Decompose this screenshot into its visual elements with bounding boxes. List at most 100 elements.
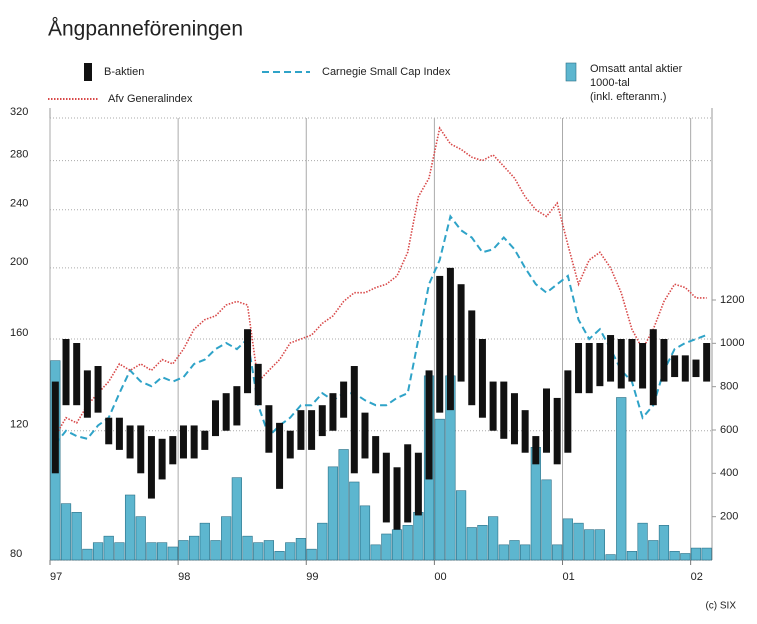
volume-bar <box>210 540 221 561</box>
price-range-bar <box>147 436 155 499</box>
volume-bar <box>413 512 424 561</box>
volume-bar <box>221 516 232 561</box>
price-range-bar <box>585 343 593 394</box>
volume-bar <box>135 516 146 561</box>
price-range-bar <box>308 410 316 450</box>
price-range-bar <box>660 339 668 382</box>
volume-bar <box>690 547 702 561</box>
price-range-bar <box>190 425 198 459</box>
price-range-bar <box>703 343 711 382</box>
volume-bar <box>573 522 584 561</box>
legend-label: (inkl. efteranm.) <box>590 91 666 103</box>
x-tick-label: 97 <box>50 571 62 583</box>
price-range-bar <box>105 417 113 445</box>
price-range-bar <box>436 275 444 413</box>
price-range-bar <box>222 393 230 431</box>
y2-tick-label: 1200 <box>720 294 744 306</box>
legend-swatch <box>84 63 92 81</box>
volume-bar <box>562 518 573 561</box>
volume-bar <box>359 505 371 561</box>
price-range-bar <box>276 422 284 489</box>
index-line <box>54 214 708 445</box>
price-range-bar <box>478 339 486 418</box>
volume-bar <box>637 522 648 561</box>
y2-tick-label: 600 <box>720 424 738 436</box>
price-range-bar <box>521 410 529 453</box>
volume-bar <box>541 479 552 561</box>
volume-bar <box>680 553 691 561</box>
price-range-bar <box>564 370 572 453</box>
volume-bar <box>455 490 467 561</box>
volume-bar <box>60 503 72 561</box>
price-range-bar <box>244 329 252 394</box>
price-range-bar <box>468 310 476 406</box>
legend-label: Carnegie Small Cap Index <box>322 66 451 78</box>
volume-bar <box>381 533 392 561</box>
y2-tick-label: 1000 <box>720 337 744 349</box>
price-range-bar <box>318 405 326 437</box>
volume-bar <box>157 542 168 561</box>
price-range-bar <box>51 381 59 474</box>
price-range-bar <box>425 370 433 480</box>
volume-bar <box>391 529 403 561</box>
volume-bar <box>114 542 125 561</box>
price-range-bar <box>446 267 454 411</box>
x-tick-label: 98 <box>178 571 190 583</box>
price-range-bar <box>596 343 604 387</box>
price-range-bar <box>286 430 294 459</box>
price-range-bar <box>340 381 348 418</box>
price-range-bar <box>73 343 81 406</box>
y-tick-label: 160 <box>10 327 28 339</box>
volume-bar <box>274 551 285 561</box>
volume-bar <box>103 535 114 561</box>
volume-bar <box>167 546 178 561</box>
price-range-bar <box>158 438 166 480</box>
chart-title: Ångpanneföreningen <box>48 18 243 41</box>
volume-bar <box>626 551 638 561</box>
price-range-bar <box>532 436 540 465</box>
price-range-bar <box>94 366 102 413</box>
volume-bar <box>520 544 531 561</box>
volume-bar <box>584 529 595 561</box>
price-range-bar <box>382 452 390 523</box>
y-tick-label: 280 <box>10 148 28 160</box>
volume-bar <box>402 525 413 561</box>
price-range-bar <box>62 339 70 406</box>
price-range-bar <box>500 381 508 439</box>
price-range-bar <box>83 370 91 418</box>
volume-bar <box>199 522 210 561</box>
index-line <box>54 126 707 437</box>
price-range-bar <box>393 467 401 530</box>
volume-bar <box>466 527 477 561</box>
volume-bar <box>434 418 445 561</box>
price-range-bar <box>126 425 134 459</box>
volume-bar <box>92 542 104 561</box>
legend-label: Afv Generalindex <box>108 93 193 105</box>
price-range-bar <box>543 388 550 453</box>
y-tick-label: 320 <box>10 106 28 118</box>
volume-bar <box>701 547 712 561</box>
volume-bar <box>306 548 317 561</box>
price-range-bar <box>361 412 369 459</box>
volume-bar <box>349 481 360 561</box>
price-range-bar <box>628 339 636 382</box>
x-tick-label: 00 <box>434 571 446 583</box>
volume-bar <box>231 477 242 561</box>
price-range-bar <box>254 363 262 406</box>
price-range-bar <box>137 425 145 474</box>
y-tick-label: 200 <box>10 256 28 268</box>
volume-bar <box>338 449 349 561</box>
price-range-bar <box>179 425 187 459</box>
price-range-bar <box>681 355 689 382</box>
y-tick-label: 240 <box>10 198 28 210</box>
volume-bar <box>317 522 328 561</box>
price-range-bar <box>350 366 358 474</box>
price-range-bar <box>510 393 518 445</box>
volume-bar <box>477 525 488 561</box>
legend-label: B-aktien <box>104 66 144 78</box>
volume-bar <box>498 544 509 561</box>
price-range-bar <box>329 393 337 431</box>
volume-bar <box>263 540 274 561</box>
y2-tick-label: 800 <box>720 381 738 393</box>
